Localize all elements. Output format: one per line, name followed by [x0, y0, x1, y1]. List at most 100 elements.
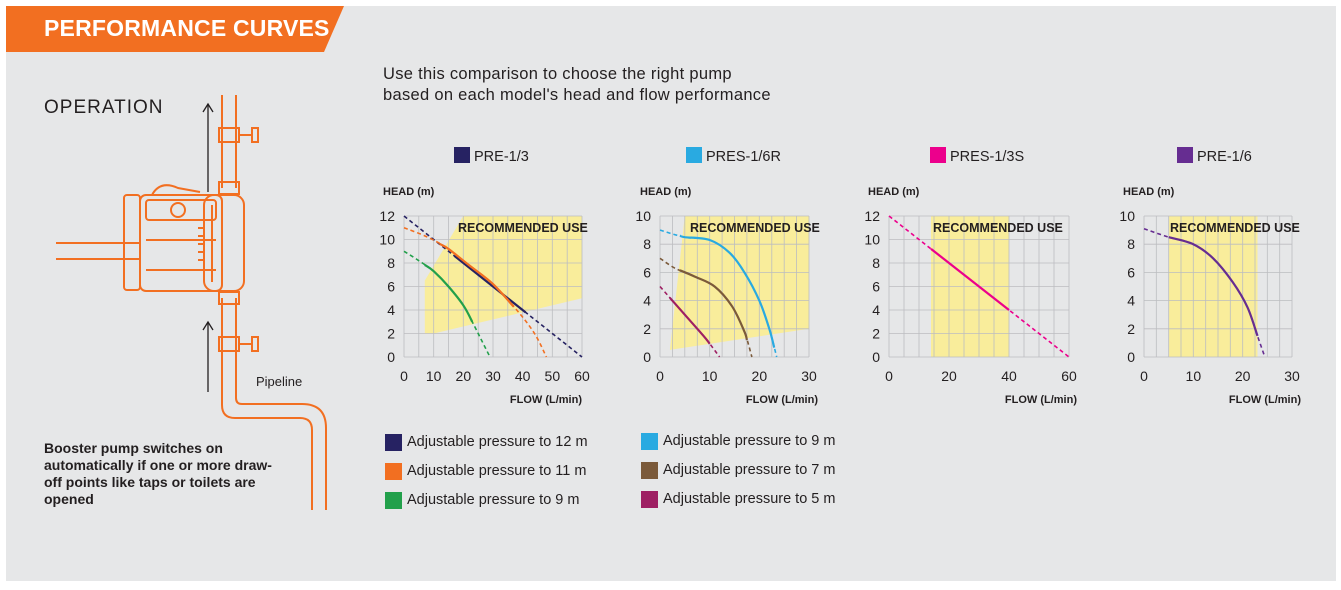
y-tick-label: 4 [643, 293, 651, 309]
recommended-zone [1168, 216, 1258, 357]
x-tick-label: 30 [1284, 368, 1300, 384]
chart-1: PRE-1/3 RECOMMENDED USE 0 2 4 6 8 10 12 0 10 20 30 40… [379, 147, 590, 406]
intro-line-2: based on each model's head and flow perf… [383, 86, 771, 104]
legend-item: Adjustable pressure to 11 m [385, 461, 586, 481]
legend-swatch [641, 461, 658, 479]
legend-label: Adjustable pressure to 9 m [407, 492, 580, 508]
y-tick-label: 8 [872, 255, 880, 271]
x-tick-label: 0 [400, 368, 408, 384]
x-axis-title: FLOW (L/min) [746, 394, 818, 406]
legend-item: Adjustable pressure to 9 m [385, 490, 579, 510]
chart-title: PRE-1/6 [1197, 149, 1252, 165]
y-axis-title: HEAD (m) [868, 186, 920, 198]
valve-top [239, 127, 259, 143]
series-line [888, 215, 1070, 358]
series-line [403, 250, 491, 358]
legend-item: Adjustable pressure to 9 m [641, 431, 835, 451]
y-tick-label: 12 [379, 208, 395, 224]
x-tick-label: 10 [702, 368, 718, 384]
valve-bottom [239, 336, 259, 352]
x-axis-title: FLOW (L/min) [1005, 394, 1077, 406]
content-panel [6, 6, 1336, 581]
recommended-zone [669, 216, 809, 350]
y-tick-label: 8 [1127, 236, 1135, 252]
legend-swatch [385, 491, 402, 509]
x-axis-title: FLOW (L/min) [510, 394, 582, 406]
motor-base [123, 194, 141, 291]
legend-swatch [385, 462, 402, 480]
y-tick-label: 0 [643, 349, 651, 365]
page-title: PERFORMANCE CURVES [44, 15, 330, 41]
series-line [1143, 227, 1266, 358]
x-tick-label: 0 [1140, 368, 1148, 384]
legend-swatch [385, 433, 402, 451]
chart-title: PRES-1/3S [950, 149, 1024, 165]
y-tick-label: 0 [872, 349, 880, 365]
x-tick-label: 20 [941, 368, 957, 384]
y-tick-label: 0 [387, 349, 395, 365]
chart-title-swatch [930, 147, 946, 163]
intro-line-1: Use this comparison to choose the right … [383, 65, 732, 83]
y-tick-label: 6 [1127, 264, 1135, 280]
y-tick-label: 2 [872, 326, 880, 342]
flow-arrow-up-top [202, 102, 214, 192]
x-tick-label: 0 [885, 368, 893, 384]
x-tick-label: 30 [485, 368, 501, 384]
series-line-solid [679, 234, 776, 348]
y-tick-label: 10 [1119, 208, 1135, 224]
y-tick-label: 6 [643, 264, 651, 280]
pump-illustration [56, 95, 327, 510]
y-tick-label: 6 [387, 279, 395, 295]
chart-title-swatch [1177, 147, 1193, 163]
series-line-solid [424, 263, 474, 323]
series-line-solid [679, 269, 748, 341]
y-tick-label: 10 [864, 232, 880, 248]
chart-title-swatch [454, 147, 470, 163]
x-tick-label: 50 [545, 368, 561, 384]
y-tick-label: 6 [872, 279, 880, 295]
inlet-pipe [56, 242, 140, 260]
y-axis-title: HEAD (m) [640, 186, 692, 198]
x-tick-label: 10 [1186, 368, 1202, 384]
y-axis-title: HEAD (m) [383, 186, 435, 198]
y-tick-label: 2 [387, 326, 395, 342]
y-tick-label: 10 [379, 232, 395, 248]
y-tick-label: 4 [1127, 293, 1135, 309]
recommended-use-label: RECOMMENDED USE [690, 221, 820, 235]
series-line-solid [439, 242, 515, 308]
pipeline-pipe [221, 395, 327, 510]
y-tick-label: 2 [643, 321, 651, 337]
legend-label: Adjustable pressure to 12 m [407, 434, 588, 450]
y-tick-label: 10 [635, 208, 651, 224]
x-tick-label: 20 [456, 368, 472, 384]
x-tick-label: 40 [515, 368, 531, 384]
chart-2: PRES-1/6R RECOMMENDED USE 0 2 4 6 8 10 0 10 20 30 HE… [635, 147, 820, 406]
grid [659, 215, 810, 358]
y-tick-label: 8 [387, 255, 395, 271]
x-tick-label: 20 [1235, 368, 1251, 384]
legend-swatch [641, 490, 658, 508]
x-tick-label: 60 [1061, 368, 1077, 384]
series-line-dashed [659, 257, 753, 358]
chart-title: PRE-1/3 [474, 149, 529, 165]
chart-title: PRES-1/6R [706, 149, 781, 165]
chart-3: PRES-1/3S RECOMMENDED USE 0 2 4 6 8 10 12 0 20 40 60… [864, 147, 1077, 406]
y-tick-label: 4 [387, 302, 395, 318]
y-tick-label: 0 [1127, 349, 1135, 365]
series-line-solid [669, 297, 711, 345]
recommended-use-label: RECOMMENDED USE [1170, 221, 1300, 235]
x-tick-label: 40 [1001, 368, 1017, 384]
legend-label: Adjustable pressure to 11 m [407, 463, 587, 479]
series-line [659, 229, 778, 358]
legend-item: Adjustable pressure to 12 m [385, 432, 588, 452]
pipeline-label: Pipeline [256, 374, 303, 389]
flow-arrow-up-bottom [202, 320, 214, 392]
header-banner [6, 6, 344, 52]
legend-label: Adjustable pressure to 5 m [663, 491, 836, 507]
legend-swatch [641, 432, 658, 450]
booster-note: Booster pump switches on automatically i… [44, 440, 272, 507]
intro-text: Use this comparison to choose the right … [383, 64, 771, 106]
x-tick-label: 30 [801, 368, 817, 384]
x-axis-title: FLOW (L/min) [1229, 394, 1301, 406]
